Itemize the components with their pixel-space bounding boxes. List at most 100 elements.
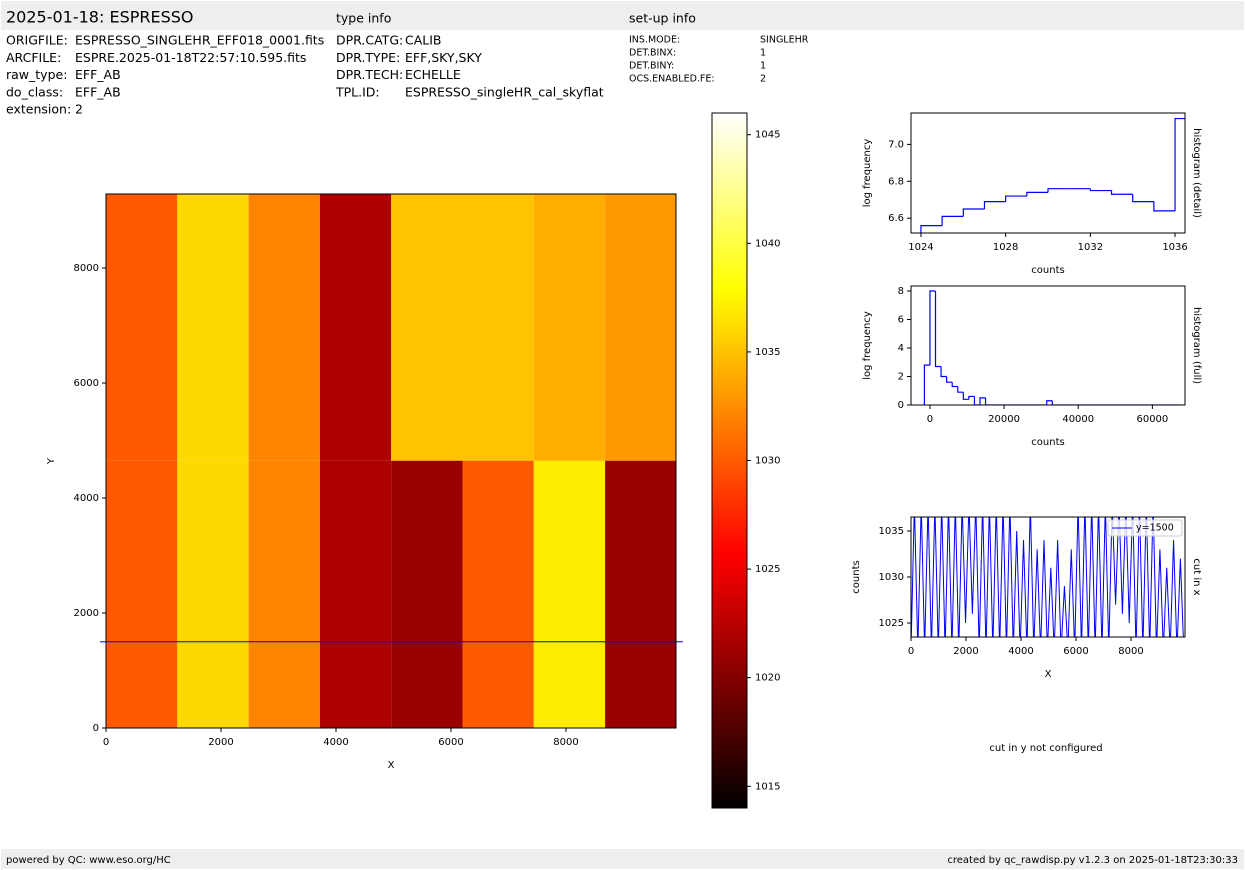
plot-area [923, 290, 1181, 405]
hist-step [957, 386, 964, 393]
hist-step [934, 290, 942, 368]
colorbar-tick-label: 1030 [755, 456, 780, 467]
type-info-key: TPL.ID: [335, 84, 380, 99]
colorbar-tick-label: 1040 [755, 238, 780, 249]
x-axis-label: counts [1031, 265, 1064, 276]
x-tick-label: 4000 [1008, 646, 1033, 657]
setup-info-key: INS.MODE: [629, 35, 680, 46]
hist-step [1132, 194, 1154, 203]
x-axis-label: counts [1031, 437, 1064, 448]
heat-cell [106, 194, 178, 461]
x-tick-label: 8000 [1118, 646, 1143, 657]
setup-info-value: SINGLEHR [760, 35, 809, 46]
axes-frame [910, 285, 1186, 406]
hist-step [946, 376, 953, 383]
hist-step [1005, 195, 1027, 202]
file-info-key: extension: [6, 102, 71, 117]
header-band [1, 1, 1244, 30]
x-tick-label: 0 [908, 646, 914, 657]
hist-step [1026, 191, 1048, 197]
type-info-value: CALIB [405, 33, 442, 48]
x-tick-label: 1032 [1078, 242, 1103, 253]
cut-y-note: cut in y not configured [989, 743, 1102, 754]
heat-cell [533, 460, 606, 728]
hist-step [1051, 400, 1058, 405]
type-info-value: EFF,SKY,SKY [405, 50, 482, 65]
hist-step [1047, 188, 1070, 193]
legend-box [1107, 519, 1183, 537]
hist-step [1174, 117, 1185, 211]
colorbar-tick-label: 1025 [755, 564, 780, 575]
x-axis-label: X [388, 760, 395, 771]
axes-frame [105, 193, 677, 729]
x-tick-label: 40000 [1062, 414, 1094, 425]
setup-info-value: 1 [760, 48, 766, 59]
hist-step [983, 201, 1006, 209]
file-info-value: EFF_AB [75, 84, 121, 99]
setup-info-value: 1 [760, 61, 766, 72]
x-tick-label: 2000 [208, 737, 233, 748]
type-info-value: ECHELLE [405, 67, 461, 82]
colorbar-tick-label: 1015 [755, 781, 780, 792]
y-tick-label: 1025 [879, 618, 904, 629]
y-tick-label: 4000 [74, 493, 99, 504]
colorbar-tick-label: 1020 [755, 673, 780, 684]
file-info-value: 2 [75, 102, 83, 117]
hist-step [962, 208, 985, 217]
y-axis-label: log frequency [862, 139, 873, 208]
hist-step [1153, 201, 1176, 212]
hist-step [941, 215, 964, 226]
type-info-key: DPR.TYPE: [336, 50, 400, 65]
side-label: histogram (full) [1191, 307, 1202, 384]
heat-cell [605, 460, 676, 728]
y-axis-label: log frequency [862, 311, 873, 380]
x-tick-label: 4000 [323, 737, 348, 748]
axes-frame [910, 112, 1186, 234]
legend-label: y=1500 [1136, 523, 1174, 534]
x-tick-label: 8000 [553, 737, 578, 748]
type-info-key: DPR.CATG: [336, 33, 403, 48]
y-tick-label: 7.0 [888, 139, 904, 150]
y-axis-label: counts [851, 560, 862, 593]
heat-cell [248, 460, 320, 728]
y-tick-label: 2000 [74, 608, 99, 619]
x-tick-label: 2000 [953, 646, 978, 657]
file-info-key: raw_type: [6, 67, 67, 82]
setup-info-value: 2 [760, 74, 766, 85]
heat-cell [391, 194, 463, 461]
heat-cell [106, 460, 178, 728]
x-tick-label: 0 [927, 414, 933, 425]
y-tick-label: 0 [93, 723, 99, 734]
y-tick-label: 6.8 [888, 176, 904, 187]
type-info-key: DPR.TECH: [336, 67, 403, 82]
y-tick-label: 4 [898, 343, 904, 354]
y-tick-label: 8 [898, 286, 904, 297]
x-tick-label: 0 [103, 737, 109, 748]
y-tick-label: 1035 [879, 526, 904, 537]
hist-step [929, 290, 936, 366]
plot-area [920, 117, 1185, 233]
setup-info-key: DET.BINY: [629, 61, 674, 72]
hist-step [951, 382, 958, 388]
setup-info-key: OCS.ENABLED.FE: [629, 74, 715, 85]
plot-area [106, 194, 676, 728]
heat-cell [319, 460, 392, 728]
setup-info-title: set-up info [629, 11, 696, 26]
setup-info-key: DET.BINX: [629, 48, 676, 59]
file-info-key: do_class: [6, 84, 63, 99]
heat-cell [177, 194, 249, 461]
plot-area [911, 517, 1184, 637]
hist-step [962, 392, 969, 400]
y-tick-label: 6 [898, 314, 904, 325]
hist-step [984, 397, 992, 405]
colorbar [711, 112, 748, 809]
x-tick-label: 1028 [993, 242, 1018, 253]
x-tick-label: 60000 [1136, 414, 1168, 425]
hist-step [920, 225, 943, 233]
side-label: cut in x [1191, 558, 1202, 595]
y-tick-label: 6.6 [888, 213, 904, 224]
heat-cell [391, 460, 463, 728]
page-title: 2025-01-18: ESPRESSO [6, 8, 194, 27]
hist-step [1110, 190, 1133, 195]
